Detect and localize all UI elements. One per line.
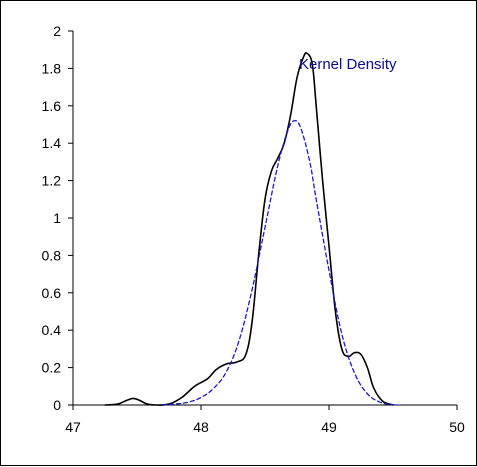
y-tick-label: 0.4 bbox=[42, 322, 62, 338]
y-ticks: 0 0.2 0.4 0.6 0.8 1 1.2 1.4 1.6 1.8 2 bbox=[42, 23, 73, 413]
y-tick-label: 1 bbox=[53, 210, 61, 226]
dashed-density-curve bbox=[161, 120, 401, 406]
y-tick-label: 0.2 bbox=[42, 360, 62, 376]
y-tick-label: 1.8 bbox=[42, 60, 62, 76]
solid-density-curve bbox=[104, 52, 394, 406]
x-tick-label: 47 bbox=[65, 419, 81, 435]
y-tick-label: 2 bbox=[53, 23, 61, 39]
y-tick-label: 0.8 bbox=[42, 247, 62, 263]
axes bbox=[72, 31, 457, 406]
y-tick-label: 1.2 bbox=[42, 173, 62, 189]
x-tick-label: 49 bbox=[321, 419, 337, 435]
x-tick-label: 48 bbox=[193, 419, 209, 435]
x-ticks: 47 48 49 50 bbox=[65, 405, 465, 435]
y-tick-label: 0 bbox=[53, 397, 61, 413]
series-layer bbox=[104, 52, 401, 406]
y-tick-label: 1.6 bbox=[42, 98, 62, 114]
y-tick-label: 1.4 bbox=[42, 135, 62, 151]
kernel-density-annotation: Kernel Density bbox=[299, 56, 397, 73]
y-tick-label: 0.6 bbox=[42, 285, 62, 301]
x-tick-label: 50 bbox=[449, 419, 465, 435]
